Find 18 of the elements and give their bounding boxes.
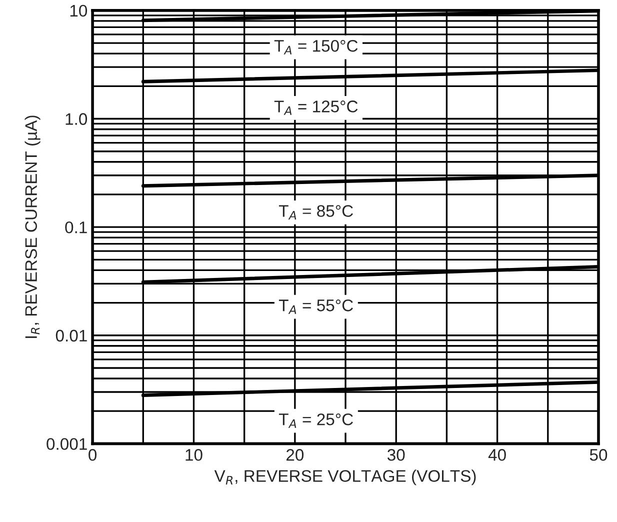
x-tick-label: 0 <box>88 449 97 461</box>
x-tick-label: 40 <box>488 449 506 461</box>
x-tick-label: 20 <box>286 449 304 461</box>
y-tick-label: 0.01 <box>56 330 87 342</box>
series-label: T$_{A}$ = 55°C <box>278 300 353 314</box>
x-axis-title: V$_{R}$, REVERSE VOLTAGE (VOLTS) <box>214 470 476 486</box>
series-label: T$_{A}$ = 150°C <box>274 40 358 54</box>
x-tick-label: 50 <box>590 449 608 461</box>
y-tick-label: 1.0 <box>66 113 88 125</box>
x-tick-label: 10 <box>186 449 202 461</box>
y-tick-label: 0.001 <box>46 438 87 450</box>
y-axis-title: I$_{R}$, REVERSE CURRENT (µA) <box>24 116 40 338</box>
y-tick-label: 10 <box>70 4 88 17</box>
x-tick-label: 30 <box>387 449 405 461</box>
series-label: T$_{A}$ = 125°C <box>274 100 358 115</box>
series-label: T$_{A}$ = 25°C <box>278 413 353 428</box>
y-tick-label: 0.1 <box>65 221 87 234</box>
series-label: T$_{A}$ = 85°C <box>278 205 353 220</box>
